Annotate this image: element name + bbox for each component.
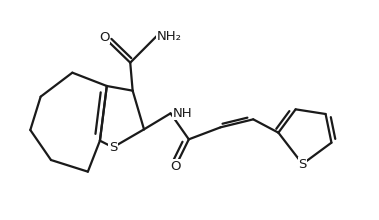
Text: NH₂: NH₂: [157, 29, 182, 42]
Text: O: O: [171, 160, 181, 172]
Text: NH: NH: [172, 107, 192, 120]
Text: S: S: [109, 141, 117, 154]
Text: O: O: [99, 31, 109, 44]
Text: S: S: [298, 158, 307, 170]
